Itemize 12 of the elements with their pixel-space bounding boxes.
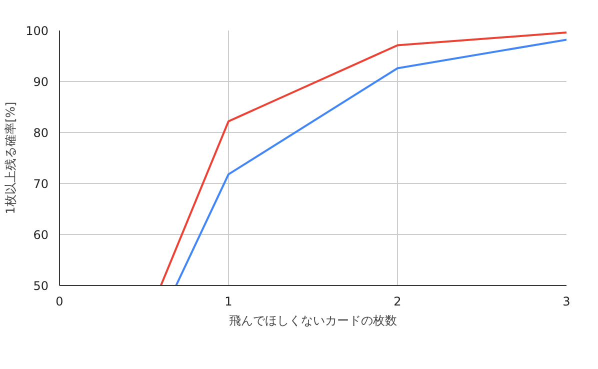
x-tick-label: 2 (394, 294, 402, 308)
y-tick-label: 100 (26, 24, 48, 38)
x-tick-label: 0 (56, 294, 64, 308)
y-tick-label: 80 (33, 126, 49, 140)
x-tick-label: 3 (562, 294, 570, 308)
y-tick-label: 60 (33, 228, 49, 242)
x-axis-title: 飛んでほしくないカードの枚数 (229, 314, 397, 328)
y-tick-label: 70 (33, 177, 49, 191)
x-tick-label: 1 (224, 294, 232, 308)
y-axis-title: 1枚以上残る確率[%] (4, 102, 18, 214)
y-tick-label: 50 (33, 279, 49, 293)
y-tick-label: 90 (33, 75, 49, 89)
